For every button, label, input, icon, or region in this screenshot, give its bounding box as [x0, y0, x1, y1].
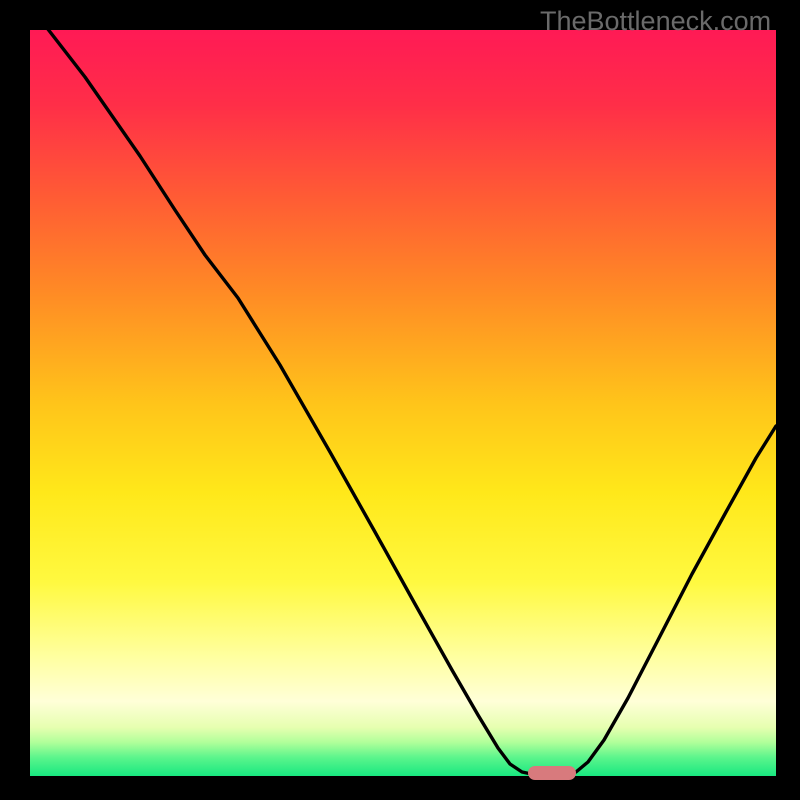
chart-frame: TheBottleneck.com: [0, 0, 800, 800]
optimum-marker: [528, 766, 576, 780]
bottleneck-curve: [0, 0, 800, 800]
curve-polyline: [30, 6, 776, 775]
